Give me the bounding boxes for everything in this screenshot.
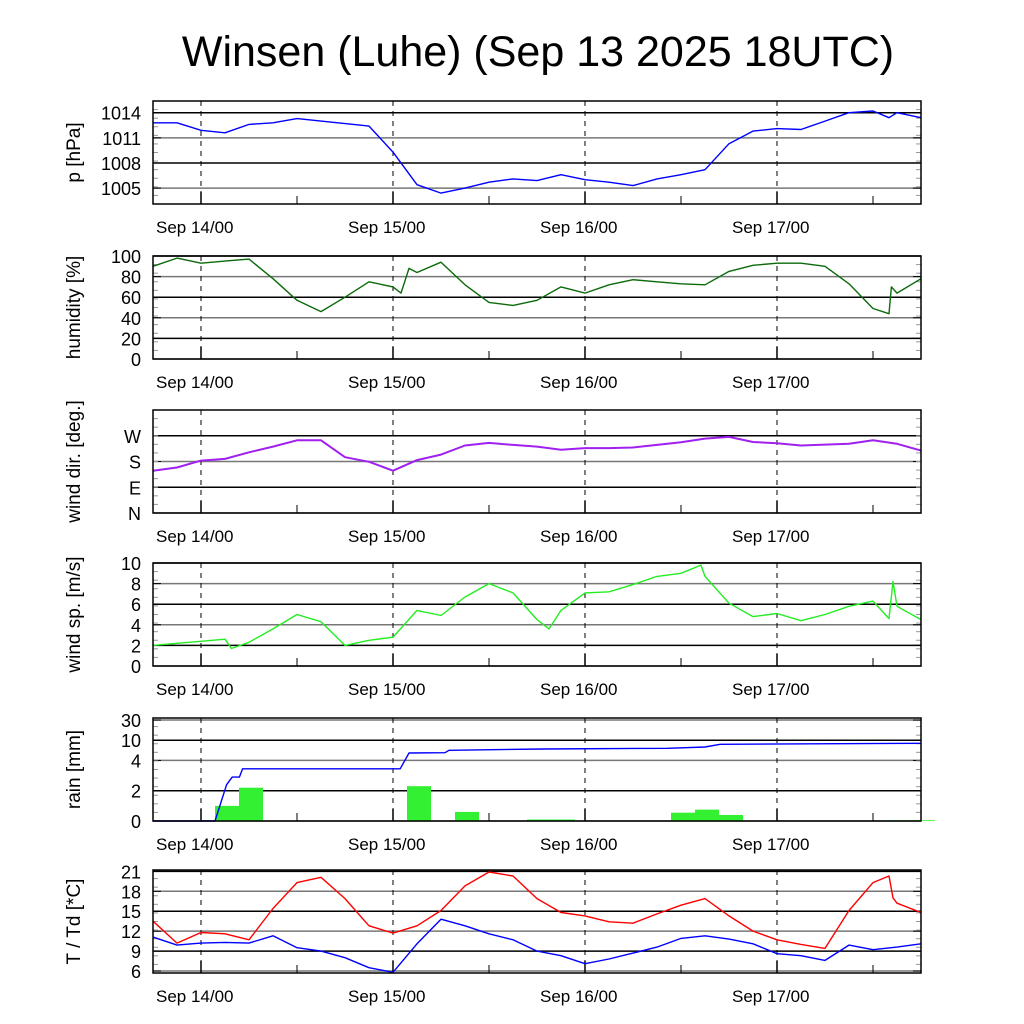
y-axis-label: humidity [%] [64,256,85,359]
plot-frame [152,562,922,667]
x-tick-label: Sep 15/00 [348,218,426,237]
y-tick-label: 21 [121,862,141,882]
plot-frame [152,869,922,974]
y-tick-label: 6 [131,595,141,615]
series-line-humidity [152,257,922,315]
y-tick-label: 30 [121,711,141,731]
series-line-td [152,918,922,973]
rain-bar [527,819,551,821]
y-axis-label: wind sp. [m/s] [64,556,85,673]
x-tick-label: Sep 14/00 [156,835,234,854]
x-tick-label: Sep 17/00 [732,527,810,546]
rain-bar [407,786,431,821]
x-tick-label: Sep 17/00 [732,680,810,699]
x-tick-label: Sep 15/00 [348,373,426,392]
plot-frame [152,255,922,360]
y-tick-label: 8 [131,575,141,595]
x-tick-label: Sep 14/00 [156,373,234,392]
x-tick-label: Sep 16/00 [540,218,618,237]
x-tick-label: Sep 15/00 [348,527,426,546]
y-tick-label: 0 [131,350,141,370]
y-tick-label: 12 [121,922,141,942]
series-line-pressure [153,110,922,194]
y-tick-label: 0 [131,812,141,832]
y-axis-label: wind dir. [deg.] [64,400,85,524]
y-axis-label: p [hPa] [64,122,85,182]
x-tick-label: Sep 15/00 [348,680,426,699]
y-tick-label: 15 [121,902,141,922]
x-tick-label: Sep 16/00 [540,373,618,392]
y-tick-label: 0 [131,657,141,677]
x-tick-label: Sep 14/00 [156,527,234,546]
y-tick-label: 4 [131,751,141,771]
rain-bar [719,814,743,821]
rain-bar [671,812,695,821]
y-tick-label: E [129,478,141,498]
y-axis-label: T / Td [*C] [64,879,85,965]
x-tick-label: Sep 16/00 [540,835,618,854]
x-tick-label: Sep 15/00 [348,987,426,1006]
rain-bar [239,787,263,821]
y-tick-label: N [128,504,141,524]
y-tick-label: 18 [121,882,141,902]
x-tick-label: Sep 14/00 [156,218,234,237]
y-axis-label: rain [mm] [64,730,85,809]
chart-title: Winsen (Luhe) (Sep 13 2025 18UTC) [182,28,894,76]
x-tick-label: Sep 17/00 [732,218,810,237]
series-line-accumulated-rain [153,742,922,822]
x-tick-label: Sep 16/00 [540,680,618,699]
y-tick-label: 100 [111,247,141,267]
series-line-wind-speed [152,564,922,650]
x-tick-label: Sep 15/00 [348,835,426,854]
x-tick-label: Sep 14/00 [156,680,234,699]
y-tick-label: 9 [131,942,141,962]
plot-frame [152,409,922,514]
rain-bar [455,811,479,821]
x-tick-label: Sep 17/00 [732,987,810,1006]
y-tick-label: 6 [131,962,141,982]
x-tick-label: Sep 17/00 [732,373,810,392]
plot-frame [152,717,922,822]
y-tick-label: S [129,453,141,473]
y-tick-label: 20 [121,329,141,349]
y-tick-label: 2 [131,636,141,656]
plot-frame [152,100,922,205]
y-tick-label: W [124,427,141,447]
y-tick-label: 40 [121,309,141,329]
y-tick-label: 10 [121,554,141,574]
panel-pressure: 1005 1008 1011 1014 Sep 14/00 Sep 15/00 Sep 16… [64,100,922,237]
y-tick-label: 1005 [101,179,141,199]
series-line-wind-direction [152,435,922,472]
y-tick-label: 1014 [101,104,141,124]
rain-bar [695,809,719,821]
y-tick-label: 60 [121,288,141,308]
x-tick-label: Sep 16/00 [540,987,618,1006]
y-tick-label: 2 [131,782,141,802]
x-tick-label: Sep 14/00 [156,987,234,1006]
y-tick-label: 4 [131,616,141,636]
rain-bar [215,805,239,821]
rain-bar [551,819,575,821]
y-tick-label: 1011 [102,129,141,149]
y-tick-label: 1008 [101,154,141,174]
y-tick-label: 10 [121,731,141,751]
rain-bar [911,820,935,822]
y-tick-label: 80 [121,268,141,288]
x-tick-label: Sep 16/00 [540,527,618,546]
x-tick-label: Sep 17/00 [732,835,810,854]
series-line-t [152,871,922,950]
